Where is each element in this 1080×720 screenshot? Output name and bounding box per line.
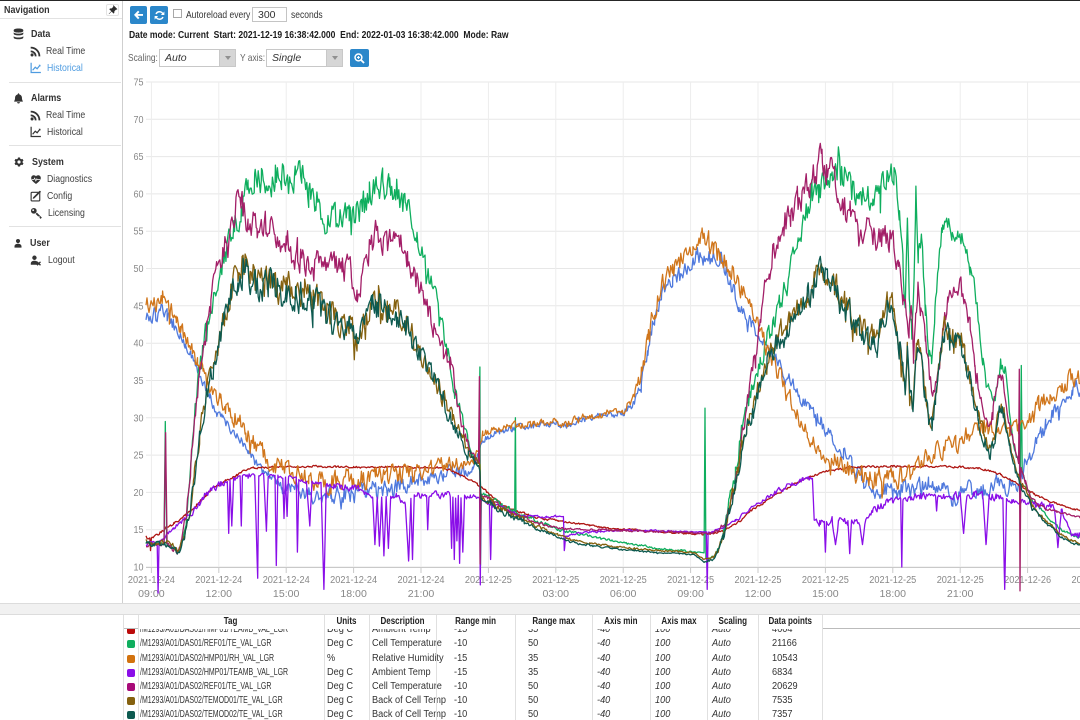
svg-text:40: 40: [134, 339, 144, 350]
svg-text:65: 65: [134, 152, 144, 163]
svg-text:2021-12-24: 2021-12-24: [263, 575, 310, 586]
svg-text:70: 70: [134, 115, 144, 126]
svg-text:12:00: 12:00: [745, 589, 772, 600]
svg-text:06:00: 06:00: [610, 589, 637, 600]
svg-text:09:00: 09:00: [138, 589, 165, 600]
svg-text:18:00: 18:00: [340, 589, 367, 600]
svg-text:2021-12-25: 2021-12-25: [667, 575, 714, 586]
svg-text:2021-12-26: 2021-12-26: [1072, 575, 1080, 586]
svg-text:18:00: 18:00: [880, 589, 907, 600]
svg-text:2021-12-24: 2021-12-24: [330, 575, 377, 586]
svg-text:15:00: 15:00: [812, 589, 839, 600]
svg-text:55: 55: [134, 227, 144, 238]
svg-text:21:00: 21:00: [408, 589, 435, 600]
svg-text:2021-12-25: 2021-12-25: [532, 575, 579, 586]
svg-text:30: 30: [134, 413, 144, 424]
svg-text:10: 10: [134, 563, 144, 574]
svg-text:2021-12-25: 2021-12-25: [802, 575, 849, 586]
svg-text:2021-12-26: 2021-12-26: [1004, 575, 1051, 586]
svg-text:45: 45: [134, 301, 144, 312]
svg-text:50: 50: [134, 264, 144, 275]
svg-text:2021-12-24: 2021-12-24: [398, 575, 445, 586]
svg-text:2021-12-25: 2021-12-25: [735, 575, 782, 586]
svg-text:25: 25: [134, 451, 144, 462]
svg-text:15: 15: [134, 525, 144, 536]
svg-text:2021-12-24: 2021-12-24: [195, 575, 242, 586]
svg-text:20: 20: [134, 488, 144, 499]
svg-text:2021-12-24: 2021-12-24: [128, 575, 175, 586]
svg-text:2021-12-25: 2021-12-25: [869, 575, 916, 586]
svg-text:2021-12-25: 2021-12-25: [937, 575, 984, 586]
svg-text:15:00: 15:00: [273, 589, 300, 600]
svg-text:2021-12-25: 2021-12-25: [600, 575, 647, 586]
svg-text:2021-12-25: 2021-12-25: [465, 575, 512, 586]
svg-text:75: 75: [134, 78, 144, 89]
svg-text:12:00: 12:00: [206, 589, 233, 600]
svg-text:35: 35: [134, 376, 144, 387]
svg-text:09:00: 09:00: [677, 589, 704, 600]
svg-text:21:00: 21:00: [947, 589, 974, 600]
svg-text:60: 60: [134, 189, 144, 200]
svg-text:03:00: 03:00: [543, 589, 570, 600]
